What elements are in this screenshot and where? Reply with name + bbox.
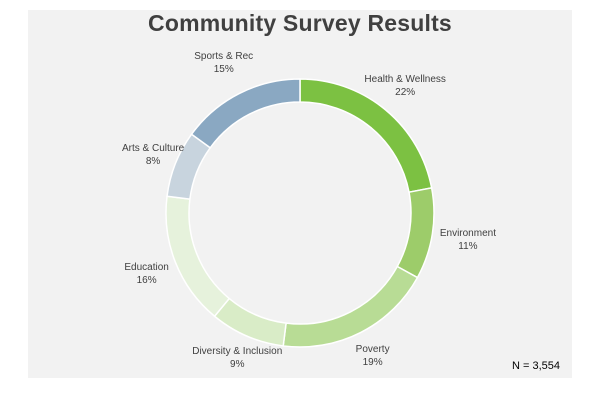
slice-value-label: 8% <box>145 155 161 167</box>
donut-slice-environment <box>396 187 435 279</box>
donut-slices <box>165 78 435 348</box>
slice-value-label: 9% <box>230 359 245 370</box>
chart-background <box>28 10 572 378</box>
slice-label: Environment 11% <box>440 227 496 253</box>
chart-title: Community Survey Results <box>148 10 452 36</box>
slice-category-label: Arts & Culture <box>121 142 185 154</box>
slice-value-label: 19% <box>362 356 383 368</box>
donut-slice-diversity-inclusion <box>213 297 287 347</box>
slice-label: Sports & Rec 15% <box>194 50 253 76</box>
slice-value-label: 16% <box>136 274 157 286</box>
slice-label: Education 16% <box>124 261 168 287</box>
slice-value-label: 22% <box>395 86 416 98</box>
donut-slice-education <box>165 195 231 318</box>
slice-category-label: Environment <box>439 227 496 239</box>
slice-category-label: Poverty <box>355 343 390 355</box>
sample-size-label: N = 3,554 <box>511 360 560 372</box>
slice-label: Poverty 19% <box>356 343 390 369</box>
slice-category-label: Education <box>124 261 169 273</box>
slice-category-label: Health & Wellness <box>364 73 446 85</box>
slice-label: Arts & Culture 8% <box>122 142 184 168</box>
slice-value-label: 15% <box>213 64 234 76</box>
slice-label: Diversity & Inclusion 9% <box>192 345 282 371</box>
donut-slice-sports-rec <box>190 78 301 149</box>
slice-category-label: Sports & Rec <box>194 51 254 63</box>
donut-slice-poverty <box>282 265 419 348</box>
slice-label: Health & Wellness 22% <box>364 73 446 99</box>
slice-value-label: 11% <box>458 240 478 252</box>
slice-category-label: Diversity & Inclusion <box>192 346 283 357</box>
